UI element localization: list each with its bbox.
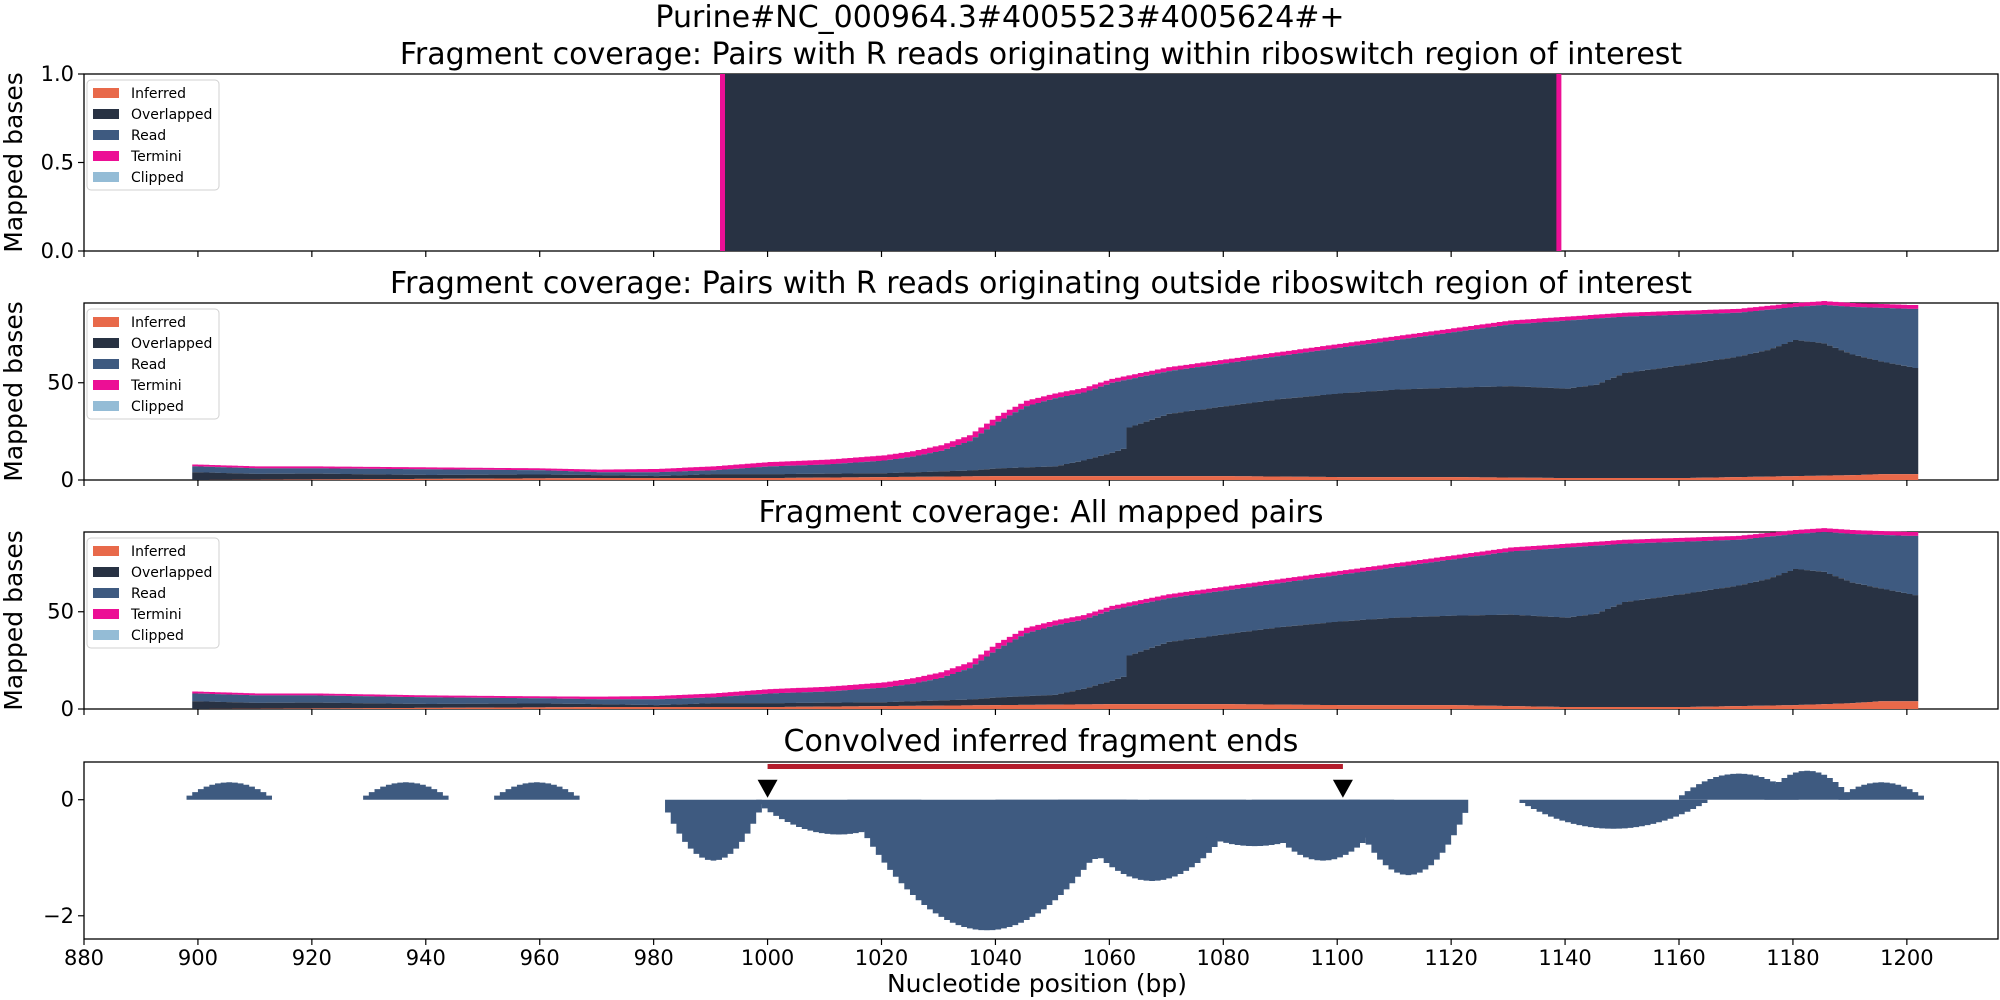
legend-swatch-inferred (93, 317, 119, 327)
convolved-bump (363, 782, 449, 800)
legend-swatch-termini (93, 151, 119, 161)
legend-swatch-clipped (93, 172, 119, 182)
legend-swatch-overlapped (93, 109, 119, 119)
convolved-bump (1519, 799, 1708, 829)
convolved-bump (1764, 770, 1850, 800)
convolved-bump (186, 782, 272, 800)
legend-box (86, 537, 220, 649)
y-tick-label: 0.0 (41, 239, 74, 263)
panel-title: Convolved inferred fragment ends (784, 724, 1299, 759)
overlapped-area (722, 74, 1560, 251)
legend-label-inferred: Inferred (131, 544, 186, 560)
legend-swatch-termini (93, 380, 119, 390)
y-tick-label: 0 (61, 697, 74, 721)
convolved-bump (494, 782, 580, 800)
legend-label-termini: Termini (130, 607, 182, 623)
legend-label-overlapped: Overlapped (131, 107, 212, 123)
y-axis-label: Mapped bases (0, 530, 28, 710)
x-tick-label: 980 (634, 946, 674, 970)
figure-suptitle: Purine#NC_000964.3#4005523#4005624#+ (655, 0, 1344, 35)
overlapped-area (192, 568, 1919, 709)
x-tick-label: 880 (64, 946, 104, 970)
panel-frame (83, 761, 1999, 940)
x-tick-label: 1200 (1880, 946, 1933, 970)
x-tick-label: 1000 (741, 946, 794, 970)
y-tick-label: 0.5 (41, 151, 74, 175)
y-tick-label: −2 (43, 904, 74, 928)
x-tick-label: 1020 (855, 946, 908, 970)
legend-label-read: Read (131, 586, 166, 602)
legend-swatch-overlapped (93, 567, 119, 577)
boundary-marker (757, 779, 778, 798)
legend-box (86, 308, 220, 420)
legend-label-clipped: Clipped (131, 399, 184, 415)
convolved-bump (1838, 782, 1924, 800)
x-tick-label: 1040 (969, 946, 1022, 970)
legend-swatch-read (93, 130, 119, 140)
x-tick-label: 1100 (1310, 946, 1363, 970)
legend-box (86, 79, 220, 191)
x-tick-label: 940 (406, 946, 446, 970)
legend-label-clipped: Clipped (131, 170, 184, 186)
legend-label-clipped: Clipped (131, 628, 184, 644)
overlapped-area (192, 339, 1919, 480)
legend-label-inferred: Inferred (131, 315, 186, 331)
x-tick-label: 920 (292, 946, 332, 970)
panel-within-region: Fragment coverage: Pairs with R reads or… (0, 37, 1999, 263)
region-bar (767, 764, 1343, 769)
legend-swatch-overlapped (93, 338, 119, 348)
legend-label-read: Read (131, 357, 166, 373)
y-axis-label: Mapped bases (0, 301, 28, 481)
read-area (192, 532, 1919, 706)
legend-label-termini: Termini (130, 149, 182, 165)
convolved-bump (1348, 799, 1469, 876)
panel-outside-region: Fragment coverage: Pairs with R reads or… (0, 266, 1999, 492)
x-tick-label: 1180 (1766, 946, 1819, 970)
legend-label-inferred: Inferred (131, 86, 186, 102)
legend-swatch-inferred (93, 88, 119, 98)
legend-swatch-clipped (93, 630, 119, 640)
panel-title: Fragment coverage: Pairs with R reads or… (390, 266, 1692, 301)
inferred-area (192, 474, 1919, 480)
y-tick-label: 50 (47, 600, 74, 624)
legend-label-overlapped: Overlapped (131, 336, 212, 352)
x-tick-label: 1120 (1424, 946, 1477, 970)
x-axis-label: Nucleotide position (bp) (887, 969, 1187, 998)
y-tick-label: 0 (61, 468, 74, 492)
read-area (192, 304, 1919, 477)
legend-swatch-read (93, 359, 119, 369)
boundary-marker (1332, 779, 1353, 798)
termini-mark-start (720, 74, 725, 251)
panel-title: Fragment coverage: Pairs with R reads or… (400, 37, 1683, 72)
panel-convolved-ends: Convolved inferred fragment ends 0 −2 (43, 724, 1999, 945)
x-tick-label: 1060 (1083, 946, 1136, 970)
legend-label-read: Read (131, 128, 166, 144)
y-tick-label: 1.0 (41, 62, 74, 86)
x-tick-label: 1140 (1538, 946, 1591, 970)
panel-title: Fragment coverage: All mapped pairs (759, 495, 1324, 530)
y-tick-label: 0 (61, 788, 74, 812)
legend-label-termini: Termini (130, 378, 182, 394)
inferred-area (192, 701, 1919, 709)
legend-swatch-termini (93, 609, 119, 619)
legend-swatch-read (93, 588, 119, 598)
y-tick-label: 50 (47, 371, 74, 395)
panel-all-pairs: Fragment coverage: All mapped pairs 0 50 Ma… (0, 495, 1999, 721)
legend-swatch-inferred (93, 546, 119, 556)
y-axis-label: Mapped bases (0, 72, 28, 252)
x-tick-label: 900 (178, 946, 218, 970)
termini-mark-end (1556, 74, 1562, 251)
x-tick-label: 1160 (1652, 946, 1705, 970)
x-tick-label: 960 (520, 946, 560, 970)
convolved-bump (665, 799, 762, 861)
x-tick-label: 1080 (1197, 946, 1250, 970)
legend-swatch-clipped (93, 401, 119, 411)
legend-label-overlapped: Overlapped (131, 565, 212, 581)
x-axis: 880 900 920 940 960 980 1000 1020 1040 1060 1080 11… (64, 946, 1934, 970)
